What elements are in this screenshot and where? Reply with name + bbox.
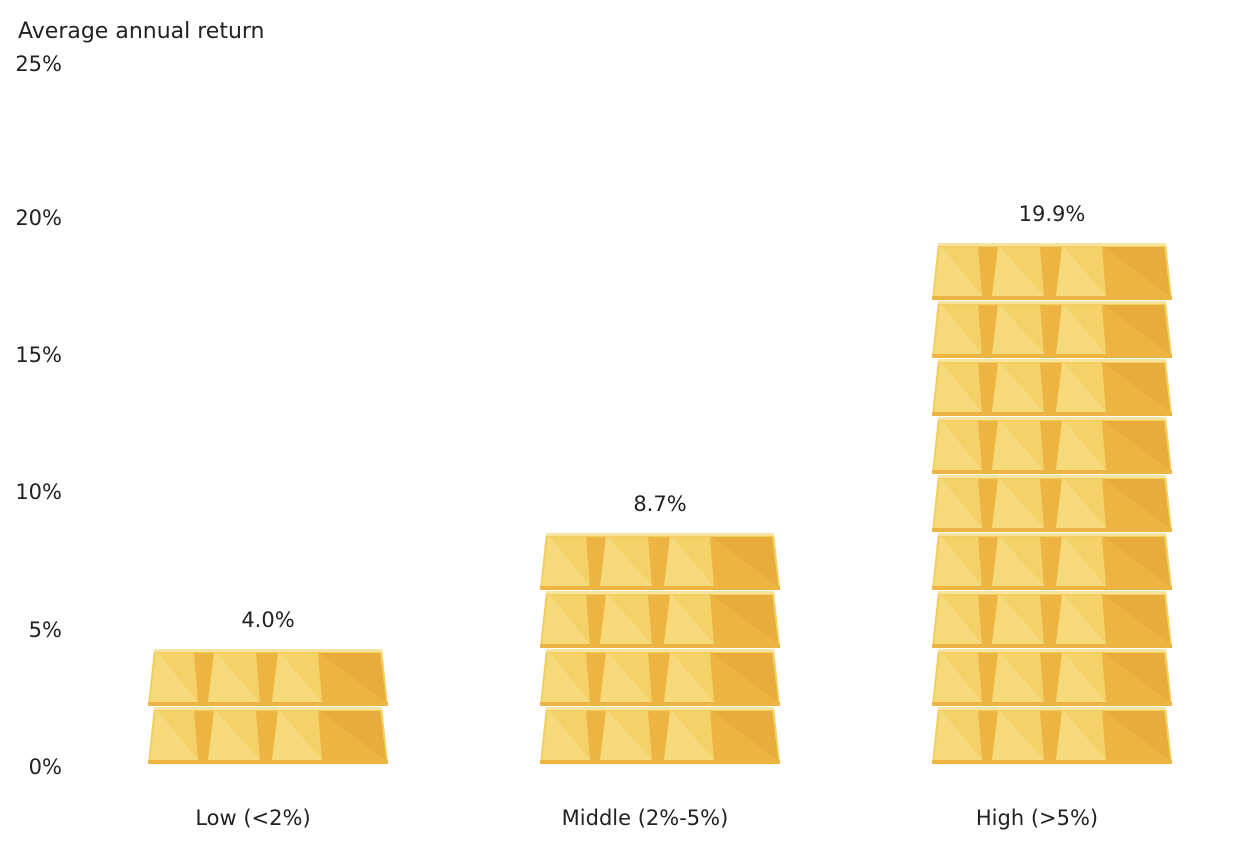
gold-bar-icon [932, 417, 1172, 474]
gold-bar-icon [932, 301, 1172, 358]
value-labels: 4.0% 8.7% 19.9% [241, 202, 1085, 632]
gold-bar-icon [540, 649, 780, 706]
bar-stack [540, 533, 780, 764]
y-axis-title: Average annual return [18, 19, 265, 44]
gold-bar-icon [932, 649, 1172, 706]
bar-stack [932, 243, 1172, 764]
gold-bar-icon [148, 649, 388, 706]
gold-bar-icon [540, 533, 780, 590]
y-axis-ticks: 0% 5% 10% 15% 20% 25% [15, 52, 62, 779]
bar-stack [148, 649, 388, 764]
gold-bar-icon [540, 591, 780, 648]
y-tick-label: 25% [15, 52, 62, 76]
gold-bar-icon [932, 533, 1172, 590]
bar-value-label: 4.0% [241, 608, 294, 632]
gold-bar-icon [540, 707, 780, 764]
y-tick-label: 10% [15, 480, 62, 504]
y-tick-label: 15% [15, 343, 62, 367]
bar-value-label: 19.9% [1019, 202, 1086, 226]
y-tick-label: 5% [29, 618, 62, 642]
gold-bar-icon [148, 707, 388, 764]
gold-bar-icon [932, 359, 1172, 416]
y-tick-label: 0% [29, 755, 62, 779]
x-category-label: High (>5%) [976, 806, 1098, 830]
gold-bar-icon [932, 243, 1172, 300]
bar-value-label: 8.7% [633, 492, 686, 516]
category-labels: Low (<2%) Middle (2%-5%) High (>5%) [195, 806, 1098, 830]
gold-bar-icon [932, 707, 1172, 764]
y-tick-label: 20% [15, 206, 62, 230]
x-category-label: Low (<2%) [195, 806, 310, 830]
gold-bar-icon [932, 475, 1172, 532]
gold-bar-icon [932, 591, 1172, 648]
x-category-label: Middle (2%-5%) [562, 806, 729, 830]
